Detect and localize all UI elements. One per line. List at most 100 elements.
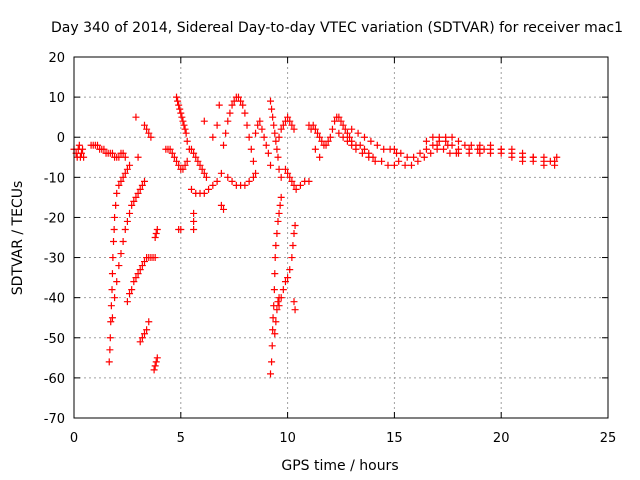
data-point — [288, 177, 296, 185]
data-point — [360, 145, 368, 153]
data-point — [281, 278, 289, 286]
y-tick-label: -30 — [44, 252, 65, 267]
plot-frame — [73, 56, 609, 419]
data-point — [108, 270, 116, 278]
data-point — [132, 193, 140, 201]
data-point — [403, 153, 411, 161]
x-tick-label: 5 — [177, 431, 185, 446]
data-point — [260, 133, 268, 141]
data-point — [173, 93, 181, 101]
data-point — [277, 173, 285, 181]
y-tick-label: 20 — [48, 51, 65, 66]
data-point — [258, 125, 266, 133]
y-tick-label: 10 — [48, 91, 65, 106]
data-point — [136, 266, 144, 274]
data-point — [420, 153, 428, 161]
data-point — [414, 157, 422, 165]
data-point — [126, 290, 134, 298]
data-point — [395, 157, 403, 165]
data-point — [126, 209, 134, 217]
data-point — [519, 149, 527, 157]
data-point — [119, 238, 127, 246]
data-point — [252, 129, 260, 137]
data-point — [108, 149, 116, 157]
data-point — [279, 286, 287, 294]
data-point — [140, 121, 148, 129]
data-point — [288, 121, 296, 129]
data-point — [117, 177, 125, 185]
data-point — [123, 217, 131, 225]
data-point — [553, 153, 561, 161]
data-point — [272, 318, 280, 326]
data-point — [121, 225, 129, 233]
data-point — [138, 334, 146, 342]
data-point — [551, 161, 559, 169]
data-point — [296, 181, 304, 189]
data-point — [252, 169, 260, 177]
data-point — [121, 169, 129, 177]
data-point — [140, 177, 148, 185]
data-point — [128, 286, 136, 294]
data-point — [314, 129, 322, 137]
data-point — [540, 153, 548, 161]
data-point — [115, 181, 123, 189]
data-point — [352, 145, 360, 153]
data-point — [190, 149, 198, 157]
grid-lines — [74, 57, 608, 418]
data-point — [286, 173, 294, 181]
data-point — [442, 133, 450, 141]
data-point — [174, 97, 182, 105]
data-point — [401, 161, 409, 169]
data-point — [175, 101, 183, 109]
data-point — [130, 278, 138, 286]
data-point — [384, 161, 392, 169]
data-point — [179, 117, 187, 125]
data-point — [166, 145, 174, 153]
data-point — [153, 225, 161, 233]
data-point — [136, 338, 144, 346]
data-point — [198, 165, 206, 173]
chart-title: Day 340 of 2014, Sidereal Day-to-day VTE… — [51, 20, 623, 36]
data-point — [110, 238, 118, 246]
data-point — [454, 137, 462, 145]
data-point — [209, 133, 217, 141]
data-point — [213, 177, 221, 185]
data-point — [508, 153, 516, 161]
data-point — [519, 157, 527, 165]
data-point — [373, 141, 381, 149]
data-point — [335, 113, 343, 121]
data-point — [378, 157, 386, 165]
data-point — [446, 149, 454, 157]
data-point — [190, 225, 198, 233]
data-point — [326, 133, 334, 141]
data-point — [284, 274, 292, 282]
data-point — [316, 153, 324, 161]
data-point — [540, 161, 548, 169]
data-point — [132, 113, 140, 121]
data-point — [309, 121, 317, 129]
data-point — [461, 141, 469, 149]
data-point — [429, 133, 437, 141]
x-axis-ticks: 0 5 10 15 20 25 — [70, 57, 616, 446]
data-point — [273, 306, 281, 314]
data-point — [136, 185, 144, 193]
data-point — [175, 161, 183, 169]
data-point — [275, 165, 283, 173]
data-point — [427, 149, 435, 157]
data-point — [200, 117, 208, 125]
data-point — [80, 153, 88, 161]
data-point — [143, 326, 151, 334]
data-point — [271, 129, 279, 137]
data-point — [177, 109, 185, 117]
data-point — [339, 121, 347, 129]
data-point — [138, 262, 146, 270]
data-point — [268, 342, 276, 350]
data-point — [277, 294, 285, 302]
data-point — [173, 157, 181, 165]
data-point — [290, 229, 298, 237]
data-point — [277, 193, 285, 201]
data-point — [176, 105, 184, 113]
data-point — [119, 173, 127, 181]
data-point — [288, 254, 296, 262]
data-point — [140, 330, 148, 338]
